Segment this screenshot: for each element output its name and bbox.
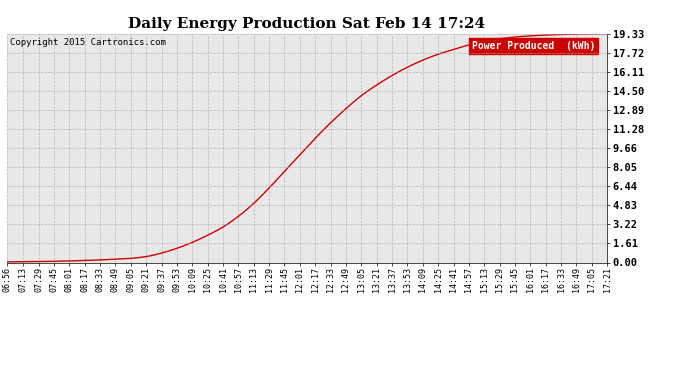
- Text: Power Produced  (kWh): Power Produced (kWh): [472, 40, 595, 51]
- Title: Daily Energy Production Sat Feb 14 17:24: Daily Energy Production Sat Feb 14 17:24: [128, 17, 486, 31]
- Text: Copyright 2015 Cartronics.com: Copyright 2015 Cartronics.com: [10, 38, 166, 47]
